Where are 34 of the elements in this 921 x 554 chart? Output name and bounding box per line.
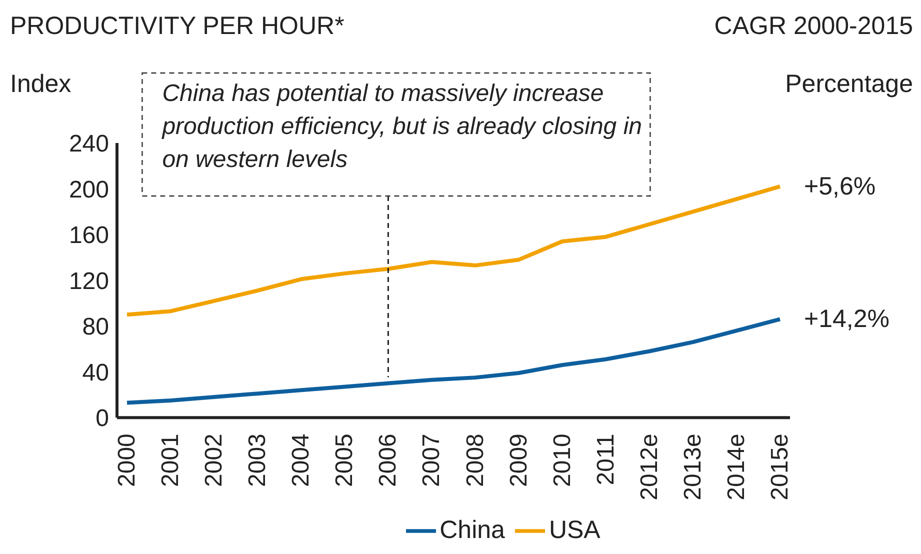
x-tick-label: 2012e (636, 434, 663, 500)
x-tick-label: 2005 (331, 434, 358, 487)
x-tick-label: 2006 (374, 434, 402, 487)
chart-title: PRODUCTIVITY PER HOUR* (10, 12, 344, 41)
x-tick-label: 2008 (462, 434, 489, 487)
text: CAGR 2000-2015 (714, 12, 913, 41)
x-tick-label: 2011 (592, 434, 620, 486)
text: Percentage (785, 70, 913, 99)
legend-label: China (440, 516, 505, 544)
x-tick-label: 2010 (548, 434, 576, 487)
x-tick-label: 2014e (722, 434, 750, 500)
y-tick-label: 0 (96, 405, 109, 432)
annotation: +14,2% (804, 305, 890, 334)
x-tick-label: 2009 (505, 434, 532, 487)
x-tick-label: 2003 (244, 434, 272, 487)
legend-label: USA (548, 516, 600, 544)
line-series (125, 184, 782, 317)
annotation: +5,6% (804, 172, 876, 200)
x-tick-label: 2000 (114, 434, 140, 487)
x-tick-label: 2001 (157, 434, 184, 487)
x-tick-label: 2002 (200, 434, 228, 487)
y-tick-label: 160 (68, 222, 109, 250)
y-tick-label: 240 (68, 130, 109, 158)
y-axis-title: Index (10, 70, 72, 99)
x-tick-label: 2007 (418, 434, 446, 487)
y-tick-label: 40 (82, 359, 109, 386)
x-tick-label: 2015e (766, 434, 794, 500)
x-tick-label: 2013e (679, 434, 706, 500)
line-series (125, 317, 782, 405)
y-tick-label: 80 (82, 314, 109, 341)
annotation: China has potential to massively increase production efficiency, but is already closing in on western levels (160, 79, 642, 175)
x-tick-label: 2004 (288, 434, 315, 487)
y-tick-label: 120 (68, 268, 109, 295)
y-tick-label: 200 (68, 176, 109, 204)
